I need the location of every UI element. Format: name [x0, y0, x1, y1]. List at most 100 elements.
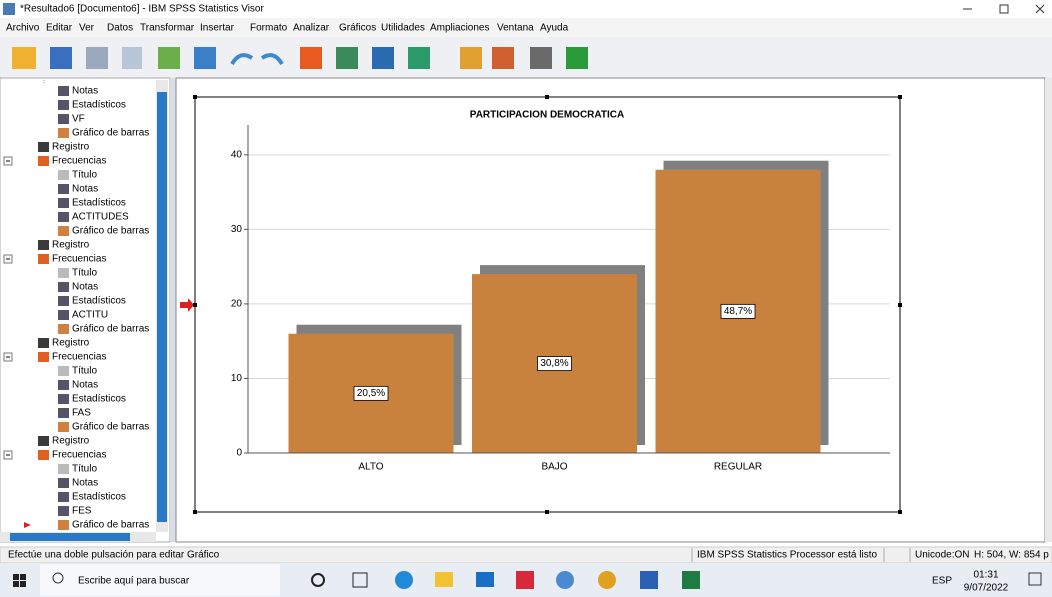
tool-print[interactable]	[86, 47, 108, 69]
tree-icon	[58, 212, 69, 222]
tree-label[interactable]: ACTITU	[72, 310, 108, 321]
spss[interactable]	[556, 571, 574, 589]
menu-item[interactable]: Utilidades	[381, 23, 425, 34]
tool-export[interactable]	[158, 47, 180, 69]
tree-label[interactable]: FES	[72, 506, 92, 517]
tree-icon	[58, 520, 69, 530]
tool-table[interactable]	[408, 47, 430, 69]
menu-item[interactable]: Formato	[250, 23, 288, 34]
tree-icon	[58, 268, 69, 278]
tree-label[interactable]: Notas	[72, 282, 98, 293]
tool-recall[interactable]	[194, 47, 216, 69]
mail[interactable]	[476, 572, 494, 587]
menu-item[interactable]: Ventana	[497, 23, 534, 34]
task-view[interactable]	[352, 572, 368, 588]
menu-item[interactable]: Archivo	[6, 23, 40, 34]
tree-label[interactable]: Título	[72, 268, 97, 279]
splitter[interactable]	[170, 78, 176, 542]
tree-label[interactable]: Estadísticos	[72, 296, 126, 307]
tool-script[interactable]	[492, 47, 514, 69]
menu-item[interactable]: Ver	[79, 23, 95, 34]
tool-designate[interactable]	[566, 47, 588, 69]
tree-label[interactable]: Registro	[52, 240, 90, 251]
clock-time[interactable]: 01:31	[973, 570, 998, 581]
tree-label[interactable]: VF	[72, 114, 85, 125]
handle[interactable]	[898, 303, 902, 307]
tree-icon	[38, 352, 49, 362]
outline-scroll-thumb[interactable]	[157, 92, 167, 522]
tool-save[interactable]	[50, 47, 72, 69]
handle[interactable]	[193, 303, 197, 307]
handle[interactable]	[545, 95, 549, 99]
word[interactable]	[640, 571, 658, 589]
tree-label[interactable]: Registro	[52, 142, 90, 153]
tree-label[interactable]: Título	[72, 170, 97, 181]
tree-label[interactable]: Gráfico de barras	[72, 520, 149, 531]
tree-label[interactable]: Frecuencias	[52, 450, 106, 461]
tree-label[interactable]: Frecuencias	[52, 156, 106, 167]
tree-label[interactable]: Notas	[72, 86, 98, 97]
tree-label[interactable]: Gráfico de barras	[72, 422, 149, 433]
tool-redo[interactable]	[260, 53, 284, 66]
start-button[interactable]	[13, 574, 26, 587]
tree-label[interactable]: Título	[72, 366, 97, 377]
content-scrollbar[interactable]	[1045, 78, 1052, 542]
language[interactable]: ESP	[932, 576, 952, 587]
tool-text[interactable]	[460, 47, 482, 69]
menu-item[interactable]: Transformar	[140, 23, 195, 34]
store[interactable]	[516, 571, 534, 589]
tree-label[interactable]: Título	[72, 464, 97, 475]
menu-item[interactable]: Datos	[107, 23, 133, 34]
tree-label[interactable]: FAS	[72, 408, 91, 419]
outline-hscroll-thumb[interactable]	[10, 533, 130, 541]
menu-item[interactable]: Ampliaciones	[430, 23, 489, 34]
tree-label[interactable]: Gráfico de barras	[72, 226, 149, 237]
tree-label[interactable]: Estadísticos	[72, 198, 126, 209]
tree-icon	[58, 226, 69, 236]
tree-label[interactable]: Gráfico de barras	[72, 324, 149, 335]
tool-goto[interactable]	[300, 47, 322, 69]
tree-icon	[58, 170, 69, 180]
tree-icon	[58, 128, 69, 138]
tree-label[interactable]: Notas	[72, 478, 98, 489]
tool-insert[interactable]	[372, 47, 394, 69]
maximize[interactable]	[999, 4, 1009, 14]
menu-item[interactable]: Insertar	[200, 23, 235, 34]
tree-label[interactable]: Estadísticos	[72, 100, 126, 111]
notifications[interactable]	[1028, 572, 1042, 586]
menu-item[interactable]: Gráficos	[339, 23, 376, 34]
tree-label[interactable]: Registro	[52, 436, 90, 447]
tree-label[interactable]: Estadísticos	[72, 394, 126, 405]
tool-variables[interactable]	[336, 47, 358, 69]
chrome[interactable]	[598, 571, 616, 589]
search-box[interactable]	[40, 564, 280, 596]
cortana[interactable]	[311, 573, 325, 587]
clock-date[interactable]: 9/07/2022	[964, 583, 1009, 594]
handle[interactable]	[898, 95, 902, 99]
tool-hide[interactable]	[530, 47, 552, 69]
menu-item[interactable]: Editar	[46, 23, 73, 34]
tree-label[interactable]: ACTITUDES	[72, 212, 129, 223]
handle[interactable]	[898, 510, 902, 514]
tree-label[interactable]: Gráfico de barras	[72, 128, 149, 139]
edge[interactable]	[395, 571, 413, 589]
tree-label[interactable]: Frecuencias	[52, 352, 106, 363]
tree-label[interactable]: Frecuencias	[52, 254, 106, 265]
excel[interactable]	[682, 571, 700, 589]
handle[interactable]	[193, 510, 197, 514]
tree-label[interactable]: Notas	[72, 380, 98, 391]
handle[interactable]	[545, 510, 549, 514]
tree-label[interactable]: Registro	[52, 338, 90, 349]
tree-icon	[58, 114, 69, 124]
tool-open[interactable]	[12, 47, 36, 69]
tree-label[interactable]: Notas	[72, 184, 98, 195]
menu-bar	[0, 18, 1052, 37]
tool-preview[interactable]	[122, 47, 142, 69]
tree-label[interactable]: Estadísticos	[72, 492, 126, 503]
menu-item[interactable]: Analizar	[293, 23, 330, 34]
tool-undo[interactable]	[230, 53, 254, 66]
menu-item[interactable]: Ayuda	[540, 23, 569, 34]
handle[interactable]	[193, 95, 197, 99]
explorer[interactable]	[435, 572, 453, 587]
close[interactable]	[1035, 4, 1045, 14]
